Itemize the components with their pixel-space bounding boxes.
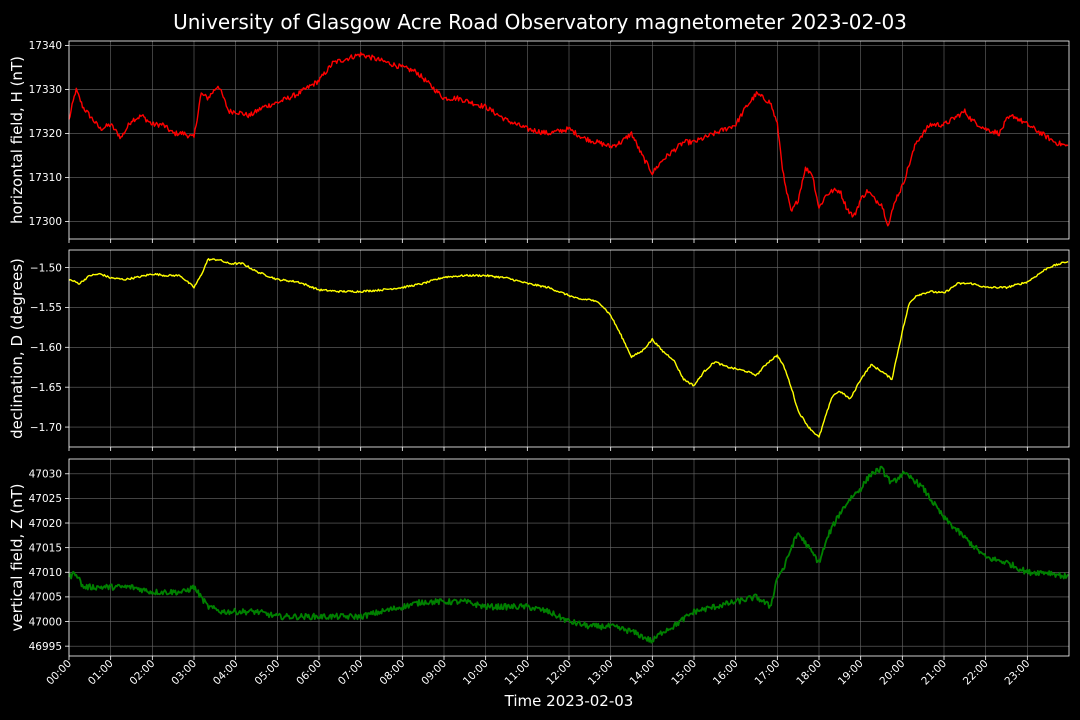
- y-tick-label: −1.65: [30, 382, 62, 394]
- chart-title: University of Glasgow Acre Road Observat…: [173, 10, 907, 34]
- y-axis-label: vertical field, Z (nT): [8, 483, 26, 631]
- y-tick-label: 46995: [29, 641, 62, 653]
- y-tick-label: 17340: [29, 40, 62, 52]
- y-tick-label: 47015: [29, 542, 62, 554]
- x-axis-label: Time 2023-02-03: [504, 692, 634, 710]
- y-tick-label: 47030: [29, 469, 62, 481]
- series-line-3: [68, 465, 1069, 644]
- y-tick-label: 17330: [29, 84, 62, 96]
- panel-2: −1.50 −1.55 −1.60 −1.65 −1.70 declination, D …: [8, 249, 1070, 451]
- y-tick-label: 47020: [29, 518, 62, 530]
- series-line-1: [68, 51, 1069, 227]
- panel-frame: [68, 40, 1070, 240]
- panel-3: 46995 47000 47005 47010 47015 47020 47025 47030…: [8, 458, 1070, 660]
- y-tick-label: 47025: [29, 493, 62, 505]
- y-tick-label: −1.60: [30, 342, 62, 354]
- y-axis-label: horizontal field, H (nT): [8, 56, 26, 224]
- y-tick-label: −1.55: [30, 302, 62, 314]
- y-tick-label: −1.50: [30, 262, 62, 274]
- series-line-2: [68, 258, 1069, 438]
- y-tick-label: 47005: [29, 592, 62, 604]
- panel-frame: [68, 249, 1070, 448]
- y-tick-label: −1.70: [30, 422, 62, 434]
- y-axis-label: declination, D (degrees): [8, 258, 26, 439]
- panel-frame: [68, 458, 1070, 657]
- y-tick-label: 17320: [29, 128, 62, 140]
- y-tick-label: 47000: [29, 616, 62, 628]
- y-tick-label: 17300: [29, 216, 62, 228]
- y-tick-label: 47010: [29, 567, 62, 579]
- y-tick-label: 17310: [29, 172, 62, 184]
